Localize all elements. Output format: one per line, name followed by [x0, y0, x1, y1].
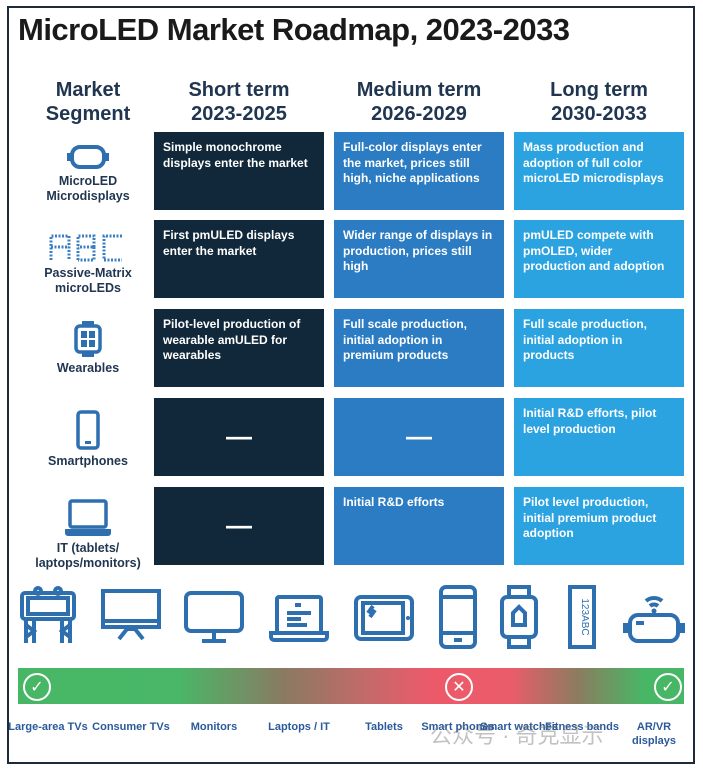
segment-1: Passive-Matrix microLEDs	[20, 232, 156, 296]
medium-term-cell: Full-color displays enter the market, pr…	[334, 132, 504, 210]
vr-headset-icon	[622, 585, 686, 650]
header-line: 2023-2025	[191, 103, 287, 125]
frame	[7, 6, 695, 764]
cross-icon: ✕	[445, 673, 473, 701]
svg-text:123ABC: 123ABC	[579, 598, 590, 635]
segment-0: MicroLED Microdisplays	[20, 144, 156, 204]
short-term-cell: —	[154, 398, 324, 476]
billboard-icon	[18, 585, 78, 650]
abc-dot-matrix-icon	[20, 232, 156, 262]
segment-label: Wearables	[56, 361, 120, 375]
long-term-cell: Full scale production, initial adoption …	[514, 309, 684, 387]
header-medium: Medium term 2026-2029	[334, 78, 504, 126]
header-line: Long term	[550, 79, 648, 101]
device-label: AR/VR displays	[631, 721, 677, 747]
header-line: Market	[55, 79, 121, 101]
header-short: Short term 2023-2025	[154, 78, 324, 126]
segment-label: Passive-Matrix microLEDs	[44, 266, 132, 295]
segment-label: MicroLED Microdisplays	[46, 174, 130, 203]
long-term-cell: Initial R&D efforts, pilot level product…	[514, 398, 684, 476]
header-line: Segment	[45, 103, 131, 125]
medium-term-cell: Initial R&D efforts	[334, 487, 504, 565]
device-label: Consumer TVs	[92, 721, 170, 733]
short-term-cell: Simple monochrome displays enter the mar…	[154, 132, 324, 210]
laptop-icon	[20, 499, 156, 537]
medium-term-cell: Wider range of displays in production, p…	[334, 220, 504, 298]
medium-term-cell: Full scale production, initial adoption …	[334, 309, 504, 387]
smartphone-icon	[438, 585, 478, 654]
header-line: 2030-2033	[551, 103, 647, 125]
segment-4: IT (tablets/ laptops/monitors)	[20, 499, 156, 571]
device-label: Monitors	[190, 721, 238, 733]
smartwatch-icon	[20, 321, 156, 357]
suitability-bar: ✓ ✕ ✓	[18, 668, 684, 704]
device-label: Laptops / IT	[268, 721, 330, 733]
device-label: Large-area TVs	[8, 721, 88, 733]
long-term-cell: Mass production and adoption of full col…	[514, 132, 684, 210]
check-icon: ✓	[654, 673, 682, 701]
monitor-icon	[184, 585, 244, 650]
fitness-band-icon: 123ABC	[567, 585, 597, 654]
device-label: Fitness bands	[545, 721, 619, 733]
segment-2: Wearables	[20, 321, 156, 376]
device-label: Smart phones	[421, 721, 495, 733]
short-term-cell: First pmULED displays enter the market	[154, 220, 324, 298]
watermark: 公众号 · 奇克显示	[430, 723, 604, 748]
device-label: Smart watches	[480, 721, 558, 733]
check-icon: ✓	[23, 673, 51, 701]
smartwatch-icon	[499, 585, 539, 654]
header-long: Long term 2030-2033	[514, 78, 684, 126]
short-term-cell: —	[154, 487, 324, 565]
long-term-cell: Pilot level production, initial premium …	[514, 487, 684, 565]
vr-headset-icon	[20, 144, 156, 170]
page-title: MicroLED Market Roadmap, 2023-2033	[18, 12, 570, 47]
header-segment: Market Segment	[20, 78, 156, 126]
segment-3: Smartphones	[20, 410, 156, 469]
header-line: 2026-2029	[371, 103, 467, 125]
header-line: Medium term	[356, 79, 482, 101]
segment-label: IT (tablets/ laptops/monitors)	[35, 541, 141, 570]
tv-icon	[101, 585, 161, 650]
laptop-icon	[269, 585, 329, 650]
device-label: Tablets	[365, 721, 403, 733]
tablet-icon	[354, 585, 414, 650]
header-line: Short term	[188, 79, 290, 101]
long-term-cell: pmULED compete with pmOLED, wider produc…	[514, 220, 684, 298]
medium-term-cell: —	[334, 398, 504, 476]
smartphone-icon	[20, 410, 156, 450]
segment-label: Smartphones	[48, 454, 128, 468]
short-term-cell: Pilot-level production of wearable amULE…	[154, 309, 324, 387]
